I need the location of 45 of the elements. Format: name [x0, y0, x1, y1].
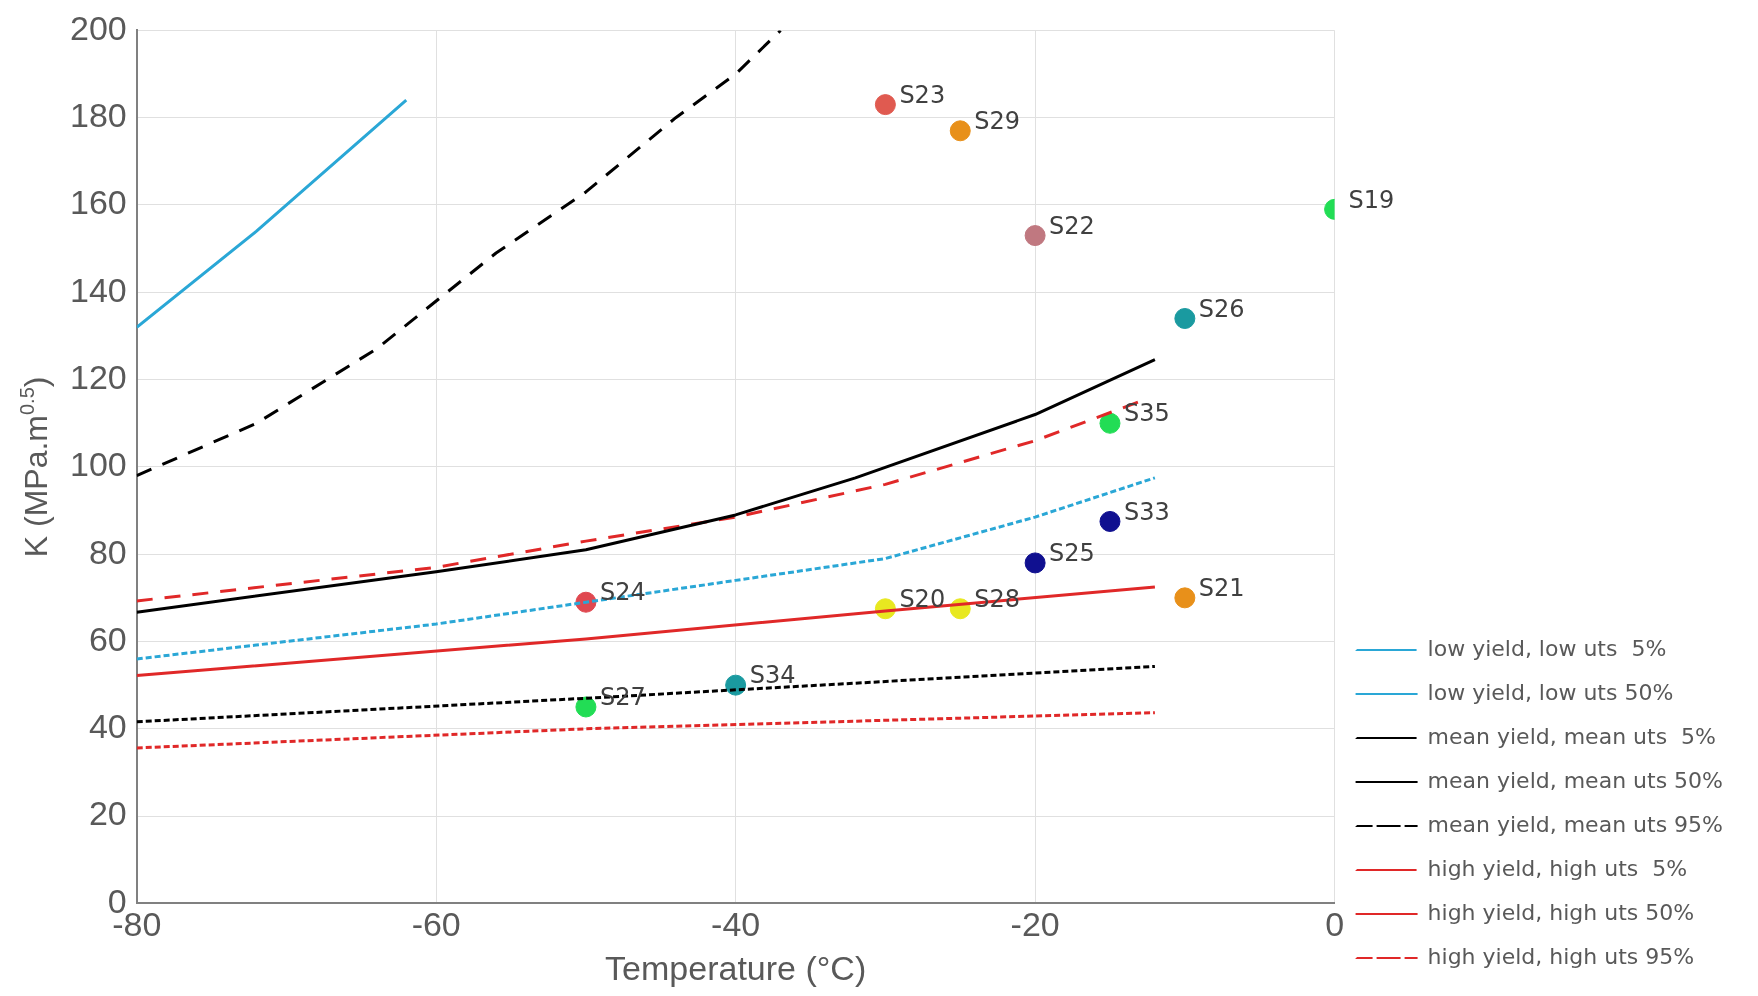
series-label: S19 — [1348, 185, 1395, 214]
y-tick-label: 120 — [69, 357, 127, 396]
series-label: S33 — [1123, 497, 1170, 526]
y-tick-label: 180 — [69, 96, 127, 135]
y-tick-label: 80 — [88, 532, 127, 571]
legend-label: mean yield, mean uts 95% — [1427, 811, 1723, 837]
series-label: S22 — [1049, 211, 1095, 240]
series-label: S25 — [1049, 539, 1095, 568]
point — [874, 94, 896, 116]
x-axis-title: Temperature (°C) — [605, 948, 867, 987]
legend-label: high yield, high uts 95% — [1427, 943, 1695, 969]
point — [1174, 587, 1196, 609]
series-label: S20 — [899, 585, 946, 613]
y-tick-label: 40 — [88, 707, 127, 746]
legend-label: high yield, high uts 50% — [1427, 899, 1695, 925]
y-axis-title: K (MPa.m0.5) — [15, 376, 54, 558]
y-tick-label: 20 — [88, 794, 127, 833]
series-label: S21 — [1198, 574, 1245, 603]
x-tick-label: -20 — [1010, 905, 1060, 944]
series-label: S35 — [1123, 399, 1170, 428]
y-tick-label: 100 — [69, 445, 127, 484]
legend-label: low yield, low uts 5% — [1427, 635, 1667, 661]
x-tick-label: 0 — [1325, 905, 1345, 944]
x-tick-label: -40 — [711, 905, 761, 944]
legend-label: mean yield, mean uts 5% — [1427, 723, 1716, 749]
line-series — [136, 30, 783, 478]
series-label: S29 — [974, 107, 1021, 136]
y-tick-label: 60 — [88, 619, 127, 658]
point — [1174, 307, 1196, 329]
y-tick-label: 200 — [69, 8, 127, 47]
point — [1099, 412, 1121, 434]
series-label: S34 — [749, 661, 796, 690]
legend-label: mean yield, mean uts 50% — [1427, 767, 1723, 793]
point — [1099, 510, 1121, 532]
legend-label: low yield, low uts 50% — [1427, 679, 1674, 705]
point — [1024, 552, 1046, 574]
y-tick-label: 160 — [69, 183, 127, 222]
point — [575, 696, 597, 718]
point — [1024, 225, 1046, 247]
point — [949, 120, 971, 142]
series-label: S23 — [899, 80, 946, 109]
x-tick-label: -60 — [411, 905, 461, 944]
y-tick-label: 140 — [69, 270, 127, 309]
legend-label: high yield, high uts 5% — [1427, 855, 1688, 881]
series-label: S26 — [1198, 294, 1245, 323]
